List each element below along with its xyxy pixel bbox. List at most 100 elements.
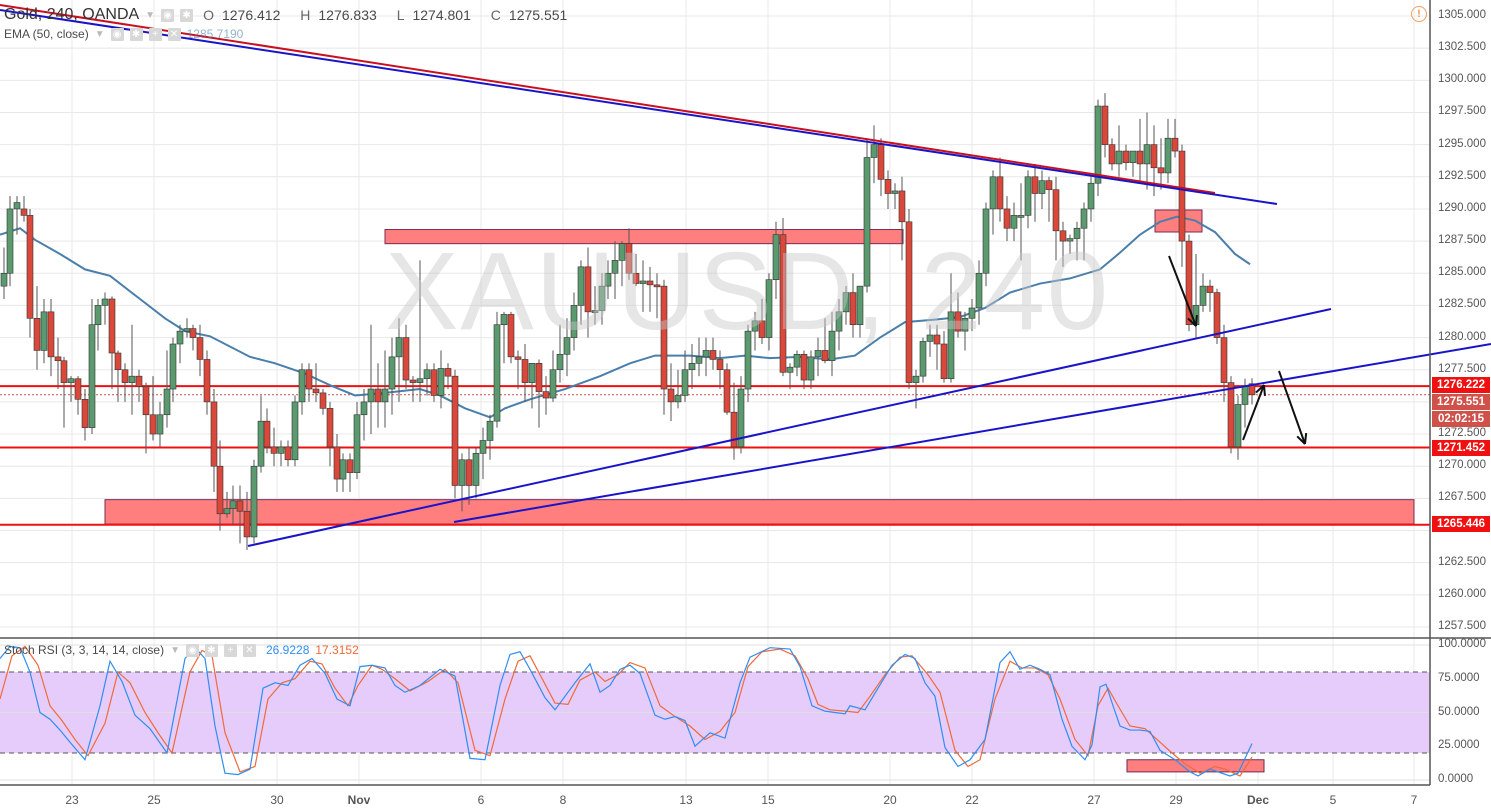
stoch-tick-label: 0.0000	[1438, 773, 1474, 785]
bullish-candle	[250, 465, 258, 538]
bullish-candle	[989, 176, 997, 210]
bullish-candle	[702, 350, 710, 358]
stoch-tick-label: 50.0000	[1438, 705, 1480, 718]
bullish-candle	[257, 420, 265, 467]
bullish-candle	[835, 311, 843, 332]
bearish-candle	[1227, 382, 1235, 448]
bearish-candle	[374, 388, 382, 403]
bearish-candle	[326, 408, 334, 448]
eye-icon[interactable]: ◉	[110, 27, 124, 41]
bearish-candle	[149, 414, 157, 435]
price-tag-badge: 1275.551	[1432, 394, 1490, 410]
bearish-candle	[444, 368, 452, 377]
bearish-candle	[1171, 137, 1179, 152]
bearish-candle	[430, 369, 438, 396]
bearish-candle	[20, 208, 28, 216]
stoch-d-value: 17.3152	[315, 643, 359, 657]
open-value: 1276.412	[221, 7, 281, 23]
bearish-candle	[898, 190, 906, 223]
bullish-candle	[1129, 150, 1137, 163]
bearish-candle	[305, 369, 313, 390]
bearish-candle	[716, 359, 724, 371]
arrow-head-icon	[1296, 435, 1306, 445]
bearish-candle	[1248, 383, 1256, 396]
stoch-label[interactable]: Stoch RSI (3, 3, 14, 14, close)	[4, 643, 165, 657]
bearish-candle	[319, 392, 327, 409]
bullish-candle	[291, 401, 299, 461]
bullish-candle	[528, 363, 536, 383]
bullish-candle	[1066, 238, 1074, 242]
bullish-candle	[458, 459, 466, 486]
bearish-candle	[1213, 292, 1221, 338]
bullish-candle	[277, 446, 285, 454]
arrow-head-icon	[1304, 432, 1308, 445]
bullish-candle	[751, 320, 759, 332]
bullish-candle	[807, 356, 815, 381]
bearish-candle	[667, 388, 675, 403]
bearish-candle	[1059, 230, 1067, 242]
bullish-candle	[737, 388, 745, 448]
bullish-candle	[591, 310, 599, 313]
arrow-head-icon	[1255, 384, 1265, 394]
bearish-candle	[236, 500, 244, 512]
chevron-down-icon[interactable]: ▼	[170, 644, 180, 656]
bullish-candle	[1024, 176, 1032, 216]
bearish-candle	[108, 298, 116, 354]
bearish-candle	[1206, 285, 1214, 293]
bullish-candle	[1234, 404, 1242, 448]
arrow-head-icon	[1187, 317, 1197, 327]
bullish-candle	[1143, 144, 1151, 165]
bullish-candle	[163, 388, 171, 416]
bearish-candle	[114, 352, 122, 371]
bullish-candle	[598, 285, 606, 311]
bullish-candle	[856, 285, 864, 326]
price-tick-label: 1262.500	[1438, 555, 1486, 568]
bullish-candle	[639, 280, 647, 284]
bearish-candle	[1045, 180, 1053, 190]
bullish-candle	[926, 334, 934, 342]
bearish-candle	[121, 369, 129, 383]
bullish-candle	[13, 202, 21, 210]
plus-icon[interactable]: +	[223, 643, 237, 657]
bullish-candle	[570, 305, 578, 338]
bearish-candle	[1003, 208, 1011, 229]
bullish-candle	[863, 157, 871, 287]
price-tick-label: 1285.000	[1438, 266, 1486, 279]
time-tick-label: 20	[883, 793, 897, 807]
chevron-down-icon[interactable]: ▼	[145, 9, 156, 21]
gear-icon[interactable]: ✱	[129, 27, 143, 41]
bullish-candle	[828, 330, 836, 362]
warning-icon[interactable]: !	[1411, 6, 1427, 22]
bullish-candle	[870, 144, 878, 158]
gear-icon[interactable]: ✱	[204, 643, 218, 657]
bearish-candle	[189, 328, 197, 338]
gear-icon[interactable]: ✱	[180, 8, 194, 22]
plus-icon[interactable]: +	[148, 27, 162, 41]
bullish-candle	[101, 298, 109, 306]
trendline	[0, 9, 1278, 205]
bearish-candle	[584, 266, 592, 313]
eye-icon[interactable]: ◉	[185, 643, 199, 657]
ema-label[interactable]: EMA (50, close)	[4, 27, 89, 41]
time-tick-label: Nov	[347, 793, 371, 807]
price-tick-label: 1305.000	[1438, 9, 1486, 21]
symbol-title[interactable]: Gold, 240, OANDA	[4, 6, 140, 23]
bullish-candle	[88, 324, 96, 428]
eye-icon[interactable]: ◉	[161, 8, 175, 22]
bullish-candle	[611, 260, 619, 274]
bullish-candle	[919, 341, 927, 377]
close-icon[interactable]: ✕	[167, 27, 181, 41]
bearish-candle	[1108, 144, 1116, 165]
bullish-candle	[786, 366, 794, 373]
bearish-candle	[270, 446, 278, 454]
chevron-down-icon[interactable]: ▼	[94, 28, 105, 40]
bullish-candle	[367, 388, 375, 403]
arrow-annotation	[1242, 384, 1265, 441]
bullish-candle	[688, 363, 696, 371]
bearish-candle	[196, 337, 204, 360]
time-tick-label: 15	[761, 793, 775, 807]
bullish-candle	[388, 356, 396, 390]
close-icon[interactable]: ✕	[242, 643, 256, 657]
bearish-candle	[243, 510, 251, 538]
